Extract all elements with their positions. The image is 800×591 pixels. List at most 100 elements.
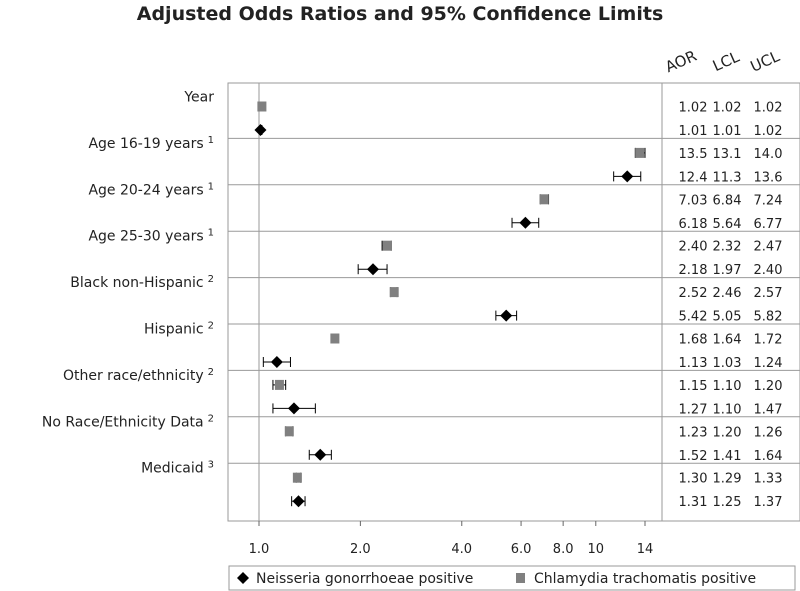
row-label: No Race/Ethnicity Data 2 [42, 413, 214, 430]
row-label: Medicaid 3 [141, 460, 214, 477]
chlamydia-point [330, 333, 340, 344]
x-tick-label: 1.0 [249, 542, 270, 557]
chlamydia-point [635, 147, 645, 158]
row-label-text: Medicaid [141, 461, 204, 477]
chlamydia-value-ucl: 1.20 [754, 379, 783, 394]
x-tick-label: 6.0 [511, 542, 532, 557]
gonorrhea-value-ucl: 2.40 [754, 263, 783, 278]
x-tick-label: 4.0 [451, 542, 472, 557]
chlamydia-value-aor: 1.02 [679, 101, 708, 116]
gonorrhea-value-aor: 1.31 [679, 495, 708, 510]
chlamydia-point [382, 240, 392, 251]
legend: Neisseria gonorrhoeae positive Chlamydia … [228, 565, 796, 591]
gonorrhea-point [270, 356, 283, 368]
footnote-superscript: 2 [208, 367, 214, 378]
row-label: Other race/ethnicity 2 [63, 367, 214, 384]
chlamydia-value-ucl: 14.0 [754, 147, 783, 162]
chlamydia-value-lcl: 2.32 [713, 240, 742, 255]
x-tick-label: 8.0 [553, 542, 574, 557]
gonorrhea-value-aor: 5.42 [679, 310, 708, 325]
gonorrhea-point [287, 402, 300, 415]
gonorrhea-point [366, 263, 379, 276]
row-label-text: Hispanic [144, 322, 204, 338]
row-label-text: Year [183, 90, 214, 106]
chlamydia-value-aor: 2.40 [679, 240, 708, 255]
chlamydia-value-ucl: 1.26 [754, 425, 783, 440]
row-label: Age 20-24 years 1 [88, 181, 214, 198]
gonorrhea-value-ucl: 1.37 [754, 495, 783, 510]
x-tick-label: 2.0 [350, 542, 371, 557]
row-label-text: Other race/ethnicity [63, 368, 204, 384]
row-label: Age 16-19 years 1 [88, 135, 214, 152]
chlamydia-value-aor: 7.03 [679, 193, 708, 208]
chlamydia-value-lcl: 2.46 [713, 286, 742, 301]
gonorrhea-value-ucl: 1.47 [754, 402, 783, 417]
row-label-text: Black non-Hispanic [70, 275, 203, 291]
plot-frame [227, 82, 800, 526]
legend-label-gonorrhea: Neisseria gonorrhoeae positive [256, 571, 473, 587]
gonorrhea-point [314, 448, 327, 461]
chart-title: Adjusted Odds Ratios and 95% Confidence … [137, 3, 664, 25]
chlamydia-value-aor: 1.15 [679, 379, 708, 394]
chlamydia-value-aor: 2.52 [679, 286, 708, 301]
chlamydia-point [257, 101, 267, 112]
table-header-aor: AOR [663, 47, 700, 77]
footnote-superscript: 1 [208, 135, 214, 146]
footnote-superscript: 3 [208, 460, 214, 471]
chlamydia-value-aor: 1.30 [679, 472, 708, 487]
chlamydia-value-ucl: 1.72 [754, 333, 783, 348]
gonorrhea-value-lcl: 1.01 [713, 124, 742, 139]
row-label-text: No Race/Ethnicity Data [42, 414, 204, 430]
gonorrhea-value-ucl: 1.02 [754, 124, 783, 139]
chlamydia-point [539, 194, 549, 205]
chlamydia-point [389, 287, 399, 298]
gonorrhea-point [621, 170, 634, 183]
legend-box [228, 565, 796, 591]
gonorrhea-value-aor: 1.27 [679, 402, 708, 417]
gonorrhea-value-aor: 12.4 [679, 170, 708, 185]
footnote-superscript: 2 [208, 413, 214, 424]
row-label-text: Age 20-24 years [88, 182, 203, 198]
chlamydia-value-lcl: 1.29 [713, 472, 742, 487]
row-label: Year [183, 90, 214, 106]
row-label-text: Age 16-19 years [88, 136, 203, 152]
chlamydia-value-lcl: 1.10 [713, 379, 742, 394]
gonorrhea-point [519, 216, 532, 229]
gonorrhea-value-aor: 6.18 [679, 217, 708, 232]
gonorrhea-value-aor: 1.52 [679, 449, 708, 464]
gonorrhea-value-aor: 1.01 [679, 124, 708, 139]
gonorrhea-value-lcl: 1.10 [713, 402, 742, 417]
table-header-ucl: UCL [748, 47, 783, 76]
row-label: Black non-Hispanic 2 [70, 274, 214, 291]
footnote-superscript: 2 [208, 274, 214, 285]
gonorrhea-value-ucl: 13.6 [754, 170, 783, 185]
gonorrhea-value-aor: 2.18 [679, 263, 708, 278]
chlamydia-value-aor: 13.5 [679, 147, 708, 162]
gonorrhea-value-ucl: 5.82 [754, 310, 783, 325]
gonorrhea-point [292, 495, 305, 508]
gonorrhea-value-aor: 1.13 [679, 356, 708, 371]
gonorrhea-value-lcl: 1.41 [713, 449, 742, 464]
chlamydia-value-ucl: 2.47 [754, 240, 783, 255]
chlamydia-value-lcl: 6.84 [713, 193, 742, 208]
gonorrhea-value-lcl: 1.25 [713, 495, 742, 510]
chlamydia-value-aor: 1.68 [679, 333, 708, 348]
footnote-superscript: 2 [208, 321, 214, 332]
gonorrhea-point [254, 124, 267, 136]
plot-marks [254, 101, 646, 508]
x-tick-label: 14 [637, 542, 654, 557]
row-label-text: Age 25-30 years [88, 229, 203, 245]
table-header-lcl: LCL [710, 47, 743, 75]
chlamydia-point [274, 379, 284, 390]
gonorrhea-value-lcl: 11.3 [713, 170, 742, 185]
chlamydia-value-ucl: 1.02 [754, 101, 783, 116]
chlamydia-value-lcl: 13.1 [713, 147, 742, 162]
chlamydia-point [284, 426, 294, 437]
chlamydia-point [292, 472, 302, 483]
chlamydia-value-aor: 1.23 [679, 425, 708, 440]
footnote-superscript: 1 [208, 181, 214, 192]
gonorrhea-value-lcl: 1.97 [713, 263, 742, 278]
chlamydia-value-lcl: 1.02 [713, 101, 742, 116]
gonorrhea-value-ucl: 1.24 [754, 356, 783, 371]
row-label: Hispanic 2 [144, 321, 214, 338]
